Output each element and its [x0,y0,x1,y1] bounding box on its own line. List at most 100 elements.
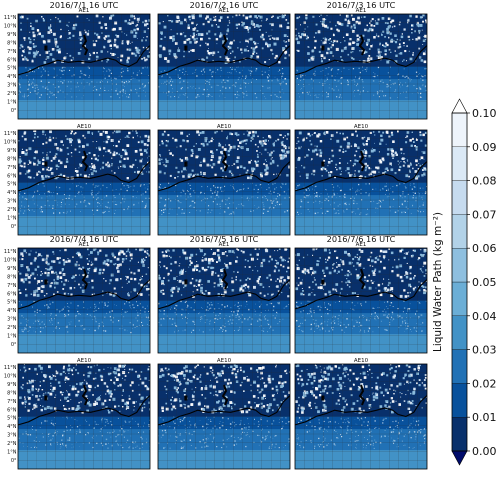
cloud-cell [19,91,20,92]
cloud-cell [422,30,423,31]
cloud-cell [130,43,131,44]
cloud-cell [402,85,403,86]
cloud-cell [343,149,344,150]
cloud-cell [322,327,323,328]
cloud-cell [276,312,277,313]
cloud-cell [106,71,107,72]
cloud-cell [226,255,227,256]
cloud-cell [390,319,391,320]
cloud-cell [108,139,109,140]
cloud-cell [208,96,209,97]
cloud-cell [250,140,252,142]
cloud-cell [277,250,278,251]
cloud-cell [315,213,316,214]
cloud-cell [210,267,212,269]
cloud-cell [64,81,65,82]
cloud-cell [311,160,312,161]
cloud-cell [33,79,34,80]
cloud-cell [77,82,78,83]
cloud-cell [104,68,105,69]
cloud-cell [354,27,356,29]
lat-tick-label: 9°N [7,32,17,38]
cloud-cell [66,25,67,26]
cloud-cell [200,319,201,320]
cloud-cell [107,259,110,262]
cloud-cell [255,70,256,71]
cloud-cell [99,325,100,326]
cloud-cell [188,197,189,198]
cloud-cell [285,45,287,47]
cloud-cell [233,163,235,165]
cloud-cell [221,82,222,83]
cloud-cell [278,80,279,81]
cloud-cell [138,262,139,263]
cloud-cell [54,68,55,69]
cloud-cell [298,277,299,278]
cloud-cell [421,59,424,62]
cloud-cell [51,267,52,268]
cloud-cell [272,37,273,38]
cloud-cell [37,266,39,268]
cloud-cell [235,279,237,281]
cloud-cell [327,313,328,314]
cloud-cell [384,172,385,173]
lake-feature [321,162,324,167]
cloud-cell [376,315,377,316]
cloud-cell [373,273,376,276]
cloud-cell [371,280,373,282]
cloud-cell [388,18,391,21]
cloud-cell [147,185,148,186]
cloud-cell [247,29,249,31]
cloud-cell [28,253,30,255]
cloud-cell [220,188,221,189]
cloud-cell [300,323,301,324]
cloud-cell [145,20,148,23]
cloud-cell [377,259,379,261]
cloud-cell [403,194,404,195]
cloud-cell [233,184,234,185]
cloud-cell [189,16,191,18]
cloud-cell [104,308,105,309]
cloud-cell [338,321,339,322]
cloud-cell [224,306,225,307]
cloud-cell [234,213,235,214]
cloud-cell [269,23,271,25]
cloud-cell [75,132,77,134]
cloud-cell [197,94,198,95]
cloud-cell [120,97,121,98]
cloud-cell [245,143,246,144]
cloud-cell [71,152,72,153]
cloud-cell [256,150,258,152]
cloud-cell [377,203,378,204]
cloud-cell [406,207,407,208]
cloud-cell [174,261,176,263]
cloud-cell [159,261,160,262]
cloud-cell [87,154,88,155]
cloud-cell [279,294,280,295]
cloud-cell [308,59,311,62]
cloud-cell [21,151,24,154]
cloud-cell [418,208,419,209]
cloud-cell [92,319,93,320]
cloud-cell [340,94,341,95]
cloud-cell [209,18,211,20]
cloud-cell [420,328,421,329]
cloud-cell [80,186,81,187]
cloud-cell [34,90,35,91]
cloud-cell [159,310,160,311]
cloud-cell [137,305,138,306]
cloud-cell [419,87,420,88]
cloud-cell [190,86,191,87]
lat-tick-label: 4°N [7,308,17,314]
cloud-cell [63,144,64,145]
cloud-cell [375,312,376,313]
cloud-cell [105,131,108,134]
cloud-cell [207,89,208,90]
cloud-cell [208,205,209,206]
cloud-cell [39,320,40,321]
cloud-cell [382,132,384,134]
cloud-cell [57,202,58,203]
cloud-cell [58,91,59,92]
cloud-cell [409,39,411,41]
cloud-cell [378,307,379,308]
